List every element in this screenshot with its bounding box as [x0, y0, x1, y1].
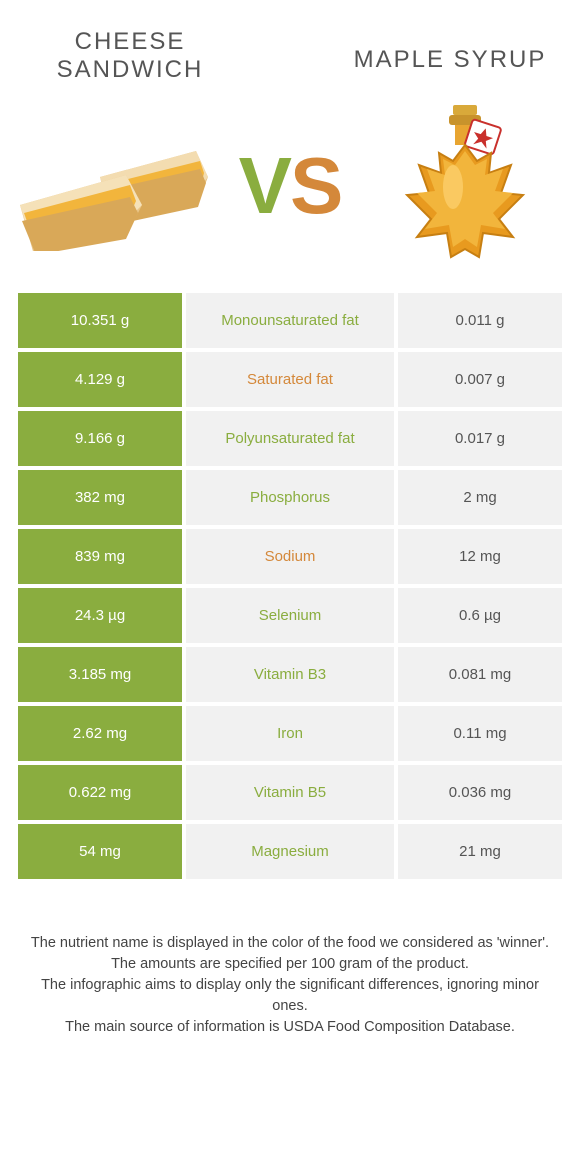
table-row: 0.622 mgVitamin B50.036 mg — [18, 765, 562, 820]
food-a-image — [20, 106, 210, 266]
value-food-b: 12 mg — [398, 529, 562, 584]
table-row: 4.129 gSaturated fat0.007 g — [18, 352, 562, 407]
table-row: 24.3 µgSelenium0.6 µg — [18, 588, 562, 643]
vs-s: S — [290, 140, 341, 232]
nutrient-label: Magnesium — [186, 824, 394, 879]
nutrient-label: Sodium — [186, 529, 394, 584]
value-food-a: 54 mg — [18, 824, 182, 879]
nutrient-label: Selenium — [186, 588, 394, 643]
nutrient-label: Iron — [186, 706, 394, 761]
food-b-image — [370, 106, 560, 266]
value-food-b: 2 mg — [398, 470, 562, 525]
value-food-b: 0.11 mg — [398, 706, 562, 761]
value-food-b: 0.6 µg — [398, 588, 562, 643]
value-food-b: 0.036 mg — [398, 765, 562, 820]
value-food-a: 9.166 g — [18, 411, 182, 466]
nutrient-label: Phosphorus — [186, 470, 394, 525]
value-food-a: 10.351 g — [18, 293, 182, 348]
table-row: 10.351 gMonounsaturated fat0.011 g — [18, 293, 562, 348]
food-b-title: Maple syrup — [350, 46, 550, 74]
value-food-a: 3.185 mg — [18, 647, 182, 702]
footer-line-4: The main source of information is USDA F… — [30, 1017, 550, 1038]
nutrient-label: Monounsaturated fat — [186, 293, 394, 348]
nutrient-label: Polyunsaturated fat — [186, 411, 394, 466]
nutrient-label: Vitamin B5 — [186, 765, 394, 820]
nutrient-table: 10.351 gMonounsaturated fat0.011 g4.129 … — [0, 293, 580, 879]
nutrient-label: Saturated fat — [186, 352, 394, 407]
value-food-a: 2.62 mg — [18, 706, 182, 761]
value-food-b: 0.007 g — [398, 352, 562, 407]
vs-v: V — [239, 140, 290, 232]
table-row: 2.62 mgIron0.11 mg — [18, 706, 562, 761]
value-food-a: 4.129 g — [18, 352, 182, 407]
vs-label: VS — [239, 140, 342, 232]
table-row: 54 mgMagnesium21 mg — [18, 824, 562, 879]
value-food-b: 0.011 g — [398, 293, 562, 348]
nutrient-label: Vitamin B3 — [186, 647, 394, 702]
table-row: 839 mgSodium12 mg — [18, 529, 562, 584]
footer-line-2: The amounts are specified per 100 gram o… — [30, 954, 550, 975]
footer-line-3: The infographic aims to display only the… — [30, 975, 550, 1017]
food-a-title: Cheese sandwich — [30, 28, 230, 83]
footer-notes: The nutrient name is displayed in the co… — [0, 883, 580, 1038]
value-food-b: 21 mg — [398, 824, 562, 879]
table-row: 9.166 gPolyunsaturated fat0.017 g — [18, 411, 562, 466]
hero-row: VS — [0, 93, 580, 293]
value-food-a: 839 mg — [18, 529, 182, 584]
value-food-a: 0.622 mg — [18, 765, 182, 820]
table-row: 382 mgPhosphorus2 mg — [18, 470, 562, 525]
table-row: 3.185 mgVitamin B30.081 mg — [18, 647, 562, 702]
value-food-b: 0.017 g — [398, 411, 562, 466]
value-food-a: 24.3 µg — [18, 588, 182, 643]
header: Cheese sandwich Maple syrup — [0, 0, 580, 93]
value-food-b: 0.081 mg — [398, 647, 562, 702]
footer-line-1: The nutrient name is displayed in the co… — [30, 933, 550, 954]
value-food-a: 382 mg — [18, 470, 182, 525]
